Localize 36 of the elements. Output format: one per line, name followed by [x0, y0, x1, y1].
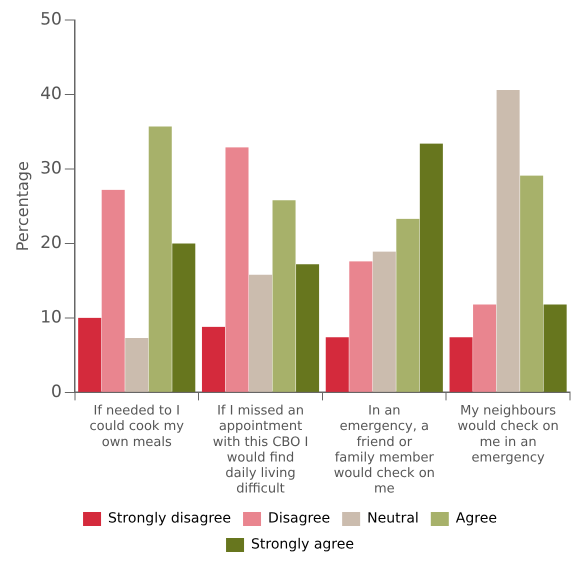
bar [172, 243, 196, 392]
y-tick-label: 30 [40, 158, 62, 178]
bar [248, 274, 272, 392]
y-tick-label: 0 [51, 382, 62, 402]
bar [450, 337, 473, 392]
legend-label: Agree [456, 510, 497, 527]
bar [272, 200, 296, 392]
legend-label: Strongly agree [251, 536, 354, 553]
bar [420, 144, 443, 392]
bar [202, 326, 226, 392]
bar [496, 90, 520, 392]
bar [349, 261, 372, 392]
bar [396, 218, 420, 392]
legend-label: Disagree [268, 510, 330, 527]
x-tick-label: If I missed an appointment with this CBO I would find daily living difficult [212, 404, 308, 497]
y-axis-title: Percentage [12, 161, 32, 252]
x-tick-label: If needed to I could cook my own meals [90, 404, 184, 450]
y-tick-label: 40 [40, 84, 62, 104]
bar [102, 190, 125, 392]
bar [225, 147, 249, 392]
legend-label: Neutral [367, 510, 419, 527]
y-tick-label: 50 [40, 9, 62, 30]
bar [372, 252, 396, 392]
y-tick-label: 10 [40, 307, 62, 328]
bar [148, 126, 172, 392]
x-tick-label: My neighbours would check on me in an emergency [457, 404, 559, 466]
bar [78, 318, 102, 392]
x-tick-label: In an emergency, a friend or family member would check on me [334, 404, 435, 497]
y-tick-label: 20 [40, 232, 62, 253]
bar [473, 304, 496, 392]
bar [125, 338, 148, 392]
bar [326, 337, 349, 392]
bar [296, 264, 320, 392]
legend-label: Strongly disagree [108, 510, 232, 527]
bar [520, 176, 544, 392]
bar [544, 304, 567, 392]
